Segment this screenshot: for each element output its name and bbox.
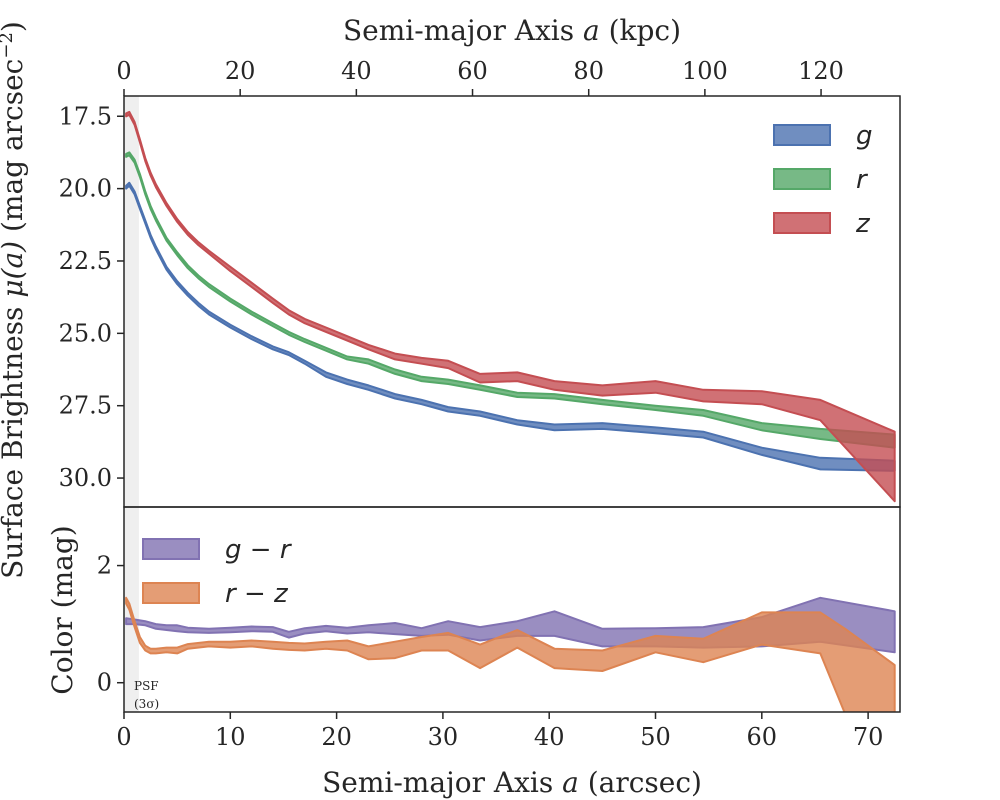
y-tick-label: 25.0 xyxy=(59,319,112,347)
top-x-tick-label: 60 xyxy=(457,57,488,85)
y-tick-label: 30.0 xyxy=(59,464,112,492)
top-x-tick-label: 40 xyxy=(341,57,372,85)
x-tick-label: 10 xyxy=(215,723,246,751)
y-tick-label: 17.5 xyxy=(59,102,112,130)
x-tick-label: 60 xyxy=(747,723,778,751)
y-tick-label: 20.0 xyxy=(59,175,112,203)
top-x-tick-label: 20 xyxy=(225,57,256,85)
top-x-tick-label: 0 xyxy=(116,57,131,85)
legend-swatch-sb-0 xyxy=(773,124,831,146)
legend-swatch-col-1 xyxy=(142,582,200,604)
color-y-axis-label: Color (mag) xyxy=(46,525,79,694)
legend-label: z xyxy=(855,209,871,239)
color-y-tick-label: 0 xyxy=(97,669,112,697)
x-tick-label: 30 xyxy=(428,723,459,751)
top-x-axis-label: Semi-major Axis a (kpc) xyxy=(343,14,681,47)
top-x-tick-label: 120 xyxy=(798,57,844,85)
legend-swatch-col-0 xyxy=(142,538,200,560)
legend-swatch-sb-2 xyxy=(773,212,831,234)
band-z xyxy=(125,110,896,503)
legend-swatch-sb-1 xyxy=(773,168,831,190)
x-tick-label: 0 xyxy=(116,723,131,751)
x-tick-label: 50 xyxy=(640,723,671,751)
y-tick-label: 27.5 xyxy=(59,392,112,420)
band-rz xyxy=(125,596,896,712)
legend-label: r − z xyxy=(225,579,289,609)
top-x-tick-label: 80 xyxy=(573,57,604,85)
y-tick-label: 22.5 xyxy=(59,247,112,275)
bottom-x-axis-label: Semi-major Axis a (arcsec) xyxy=(322,766,702,799)
surface-brightness-panel xyxy=(124,96,896,507)
series-band xyxy=(125,110,896,503)
bottom-panel-frame xyxy=(123,506,901,713)
legend-label: g − r xyxy=(225,535,293,565)
x-tick-label: 70 xyxy=(853,723,884,751)
legend-label: g xyxy=(856,121,873,151)
psf-label: PSF xyxy=(134,679,159,693)
top-panel-frame xyxy=(123,95,901,508)
color-panel xyxy=(124,507,896,712)
x-tick-label: 40 xyxy=(534,723,565,751)
psf-sigma-label: (3σ) xyxy=(134,697,159,711)
color-y-tick-label: 2 xyxy=(97,552,112,580)
axes-frames: 17.520.022.525.027.530.00 20 40 60 80 100 1200… xyxy=(59,57,901,751)
sb-y-axis-label: Surface Brightness μ(a) (mag arcsec−2) xyxy=(0,21,29,579)
top-x-tick-label: 100 xyxy=(682,57,728,85)
series-band xyxy=(125,596,896,712)
legend-label: r xyxy=(856,165,869,195)
x-tick-label: 20 xyxy=(321,723,352,751)
